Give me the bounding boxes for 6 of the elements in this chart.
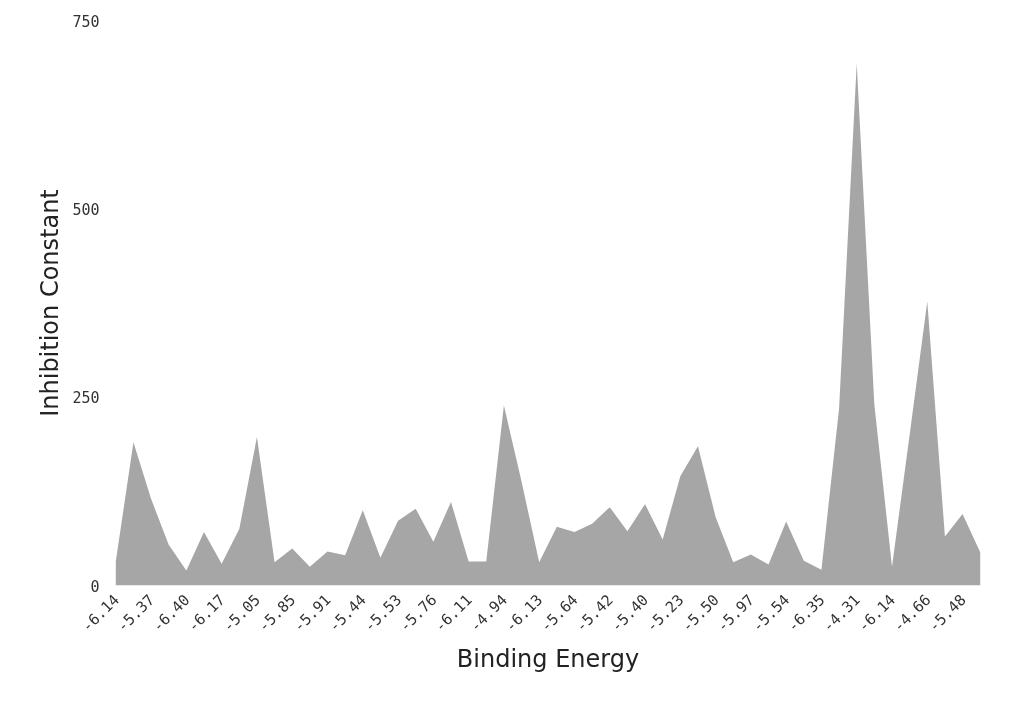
- y-axis-title: Inhibition Constant: [36, 189, 65, 417]
- y-tick-label: 750: [72, 12, 100, 31]
- y-tick-label: 0: [90, 577, 100, 596]
- y-tick-label: 250: [72, 389, 100, 408]
- y-tick-label: 500: [72, 200, 100, 219]
- x-axis-title: Binding Energy: [456, 644, 640, 673]
